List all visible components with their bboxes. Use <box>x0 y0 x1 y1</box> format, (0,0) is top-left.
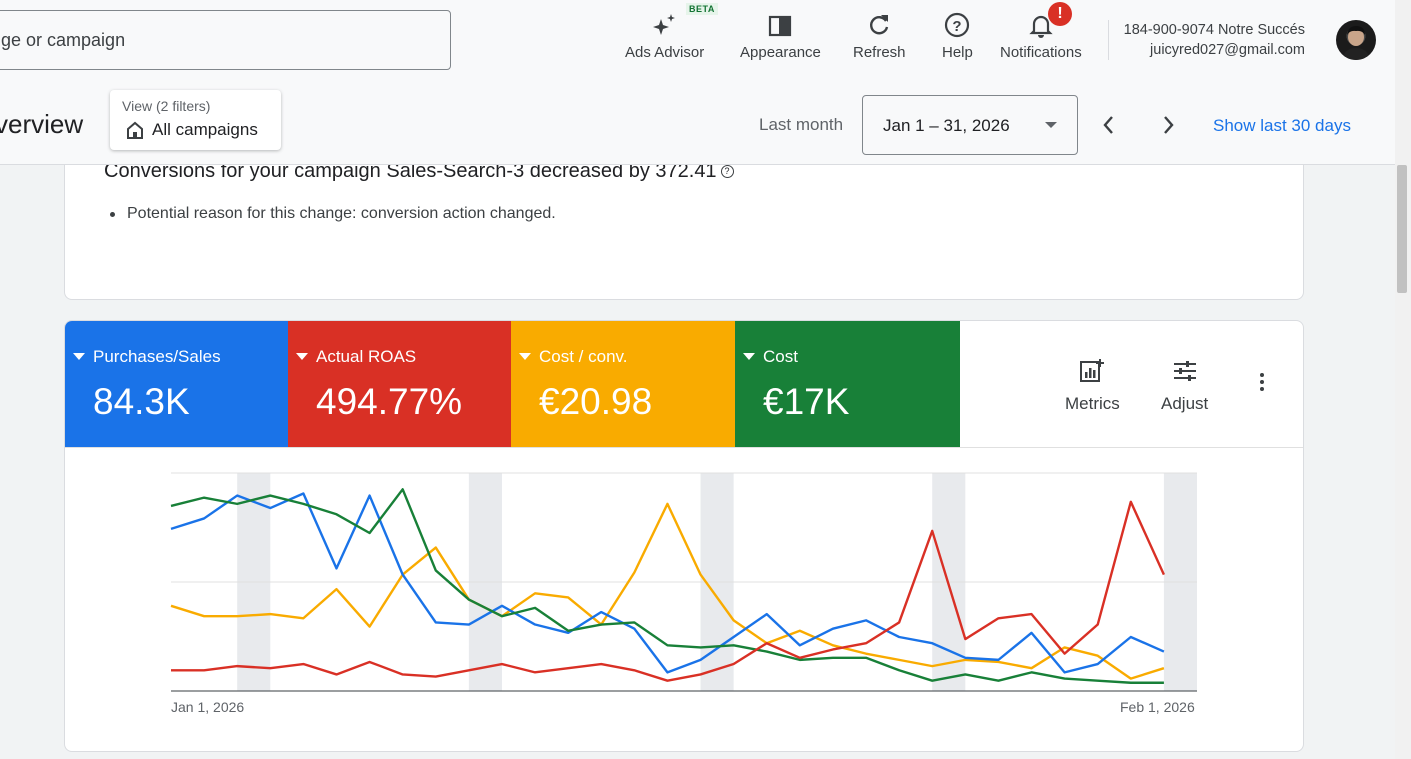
search-input-text: ge or campaign <box>1 30 126 50</box>
scorecard-purchases-sales[interactable]: Purchases/Sales 84.3K <box>65 321 288 447</box>
appearance-label: Appearance <box>740 44 821 61</box>
performance-chart-card: Purchases/Sales 84.3K Actual ROAS 494.77… <box>64 320 1304 752</box>
previous-period-button[interactable] <box>1097 110 1121 140</box>
scorecard-actual-roas[interactable]: Actual ROAS 494.77% <box>288 321 511 447</box>
help-label: Help <box>942 44 973 61</box>
view-filter-button[interactable]: View (2 filters) All campaigns <box>110 90 281 150</box>
bell-icon <box>1000 8 1082 42</box>
account-email: juicyred027@gmail.com <box>1150 42 1305 58</box>
series-line-cost-conv-[interactable] <box>170 502 1165 680</box>
series-line-cost[interactable] <box>170 488 1164 684</box>
metrics-button[interactable]: Metrics <box>1065 357 1120 414</box>
sliders-icon <box>1161 357 1208 390</box>
page-header: verview View (2 filters) All campaigns L… <box>0 80 1395 165</box>
show-last-30-days-link[interactable]: Show last 30 days <box>1213 116 1351 135</box>
dropdown-arrow-icon <box>1045 122 1057 128</box>
avatar[interactable] <box>1336 20 1376 60</box>
adjust-label: Adjust <box>1161 394 1209 413</box>
sparkle-icon <box>625 8 704 42</box>
account-info[interactable]: 184-900-9074 Notre Succés juicyred027@gm… <box>1124 20 1305 60</box>
appearance-button[interactable]: Appearance <box>740 8 821 61</box>
refresh-label: Refresh <box>853 44 906 61</box>
toolbar-divider <box>1108 20 1109 60</box>
metrics-icon <box>1065 357 1120 390</box>
appearance-icon <box>740 8 821 42</box>
scorecard-label: Cost <box>743 347 798 366</box>
account-id: 184-900-9074 Notre Succés <box>1123 22 1305 38</box>
help-button[interactable]: ? Help <box>942 8 973 61</box>
chart-divider <box>65 447 1303 448</box>
scorecard-label: Purchases/Sales <box>73 347 221 366</box>
notifications-button[interactable]: Notifications <box>1000 8 1082 61</box>
scorecard-cost[interactable]: Cost €17K <box>735 321 960 447</box>
series-line-purchases-sales[interactable] <box>170 492 1165 674</box>
scorecard-label: Cost / conv. <box>519 347 628 366</box>
beta-badge: BETA <box>686 3 718 15</box>
ads-advisor-button[interactable]: Ads Advisor <box>625 8 704 61</box>
performance-line-chart <box>170 472 1197 692</box>
insight-title-text: Conversions for your campaign Sales-Sear… <box>104 160 717 182</box>
more-options-icon[interactable] <box>1260 373 1264 394</box>
metrics-label: Metrics <box>1065 394 1120 413</box>
scorecard-value: €20.98 <box>539 381 653 422</box>
date-range-picker[interactable]: Jan 1 – 31, 2026 <box>862 95 1078 155</box>
help-icon: ? <box>942 8 973 42</box>
page-title: verview <box>0 109 84 139</box>
search-input[interactable]: ge or campaign <box>0 10 451 70</box>
notification-alert-badge: ! <box>1048 2 1072 26</box>
period-label: Last month <box>759 115 844 134</box>
x-axis-end-label: Feb 1, 2026 <box>1120 699 1195 715</box>
svg-text:?: ? <box>953 18 962 35</box>
adjust-button[interactable]: Adjust <box>1161 357 1208 414</box>
insight-reason: Potential reason for this change: conver… <box>110 205 556 222</box>
scrollbar-thumb[interactable] <box>1397 165 1407 293</box>
chevron-left-icon <box>1103 116 1113 134</box>
ads-advisor-label: Ads Advisor <box>625 44 705 61</box>
x-axis-start-label: Jan 1, 2026 <box>171 699 245 715</box>
series-line-actual-roas[interactable] <box>171 500 1165 682</box>
notifications-label: Notifications <box>1000 44 1082 61</box>
scorecard-label: Actual ROAS <box>295 347 417 366</box>
view-filter-label: All campaigns <box>152 120 258 139</box>
scorecard-value: 84.3K <box>93 381 190 422</box>
page-scrollbar[interactable] <box>1395 0 1411 759</box>
next-period-button[interactable] <box>1156 110 1180 140</box>
refresh-icon <box>853 8 906 42</box>
date-range-value: Jan 1 – 31, 2026 <box>883 116 1010 135</box>
scorecard-value: €17K <box>763 381 850 422</box>
chevron-right-icon <box>1164 116 1174 134</box>
scorecard-value: 494.77% <box>316 381 463 422</box>
refresh-button[interactable]: Refresh <box>853 8 906 61</box>
home-icon <box>125 120 145 145</box>
view-filter-count: View (2 filters) <box>122 98 211 114</box>
help-icon[interactable]: ? <box>720 165 734 178</box>
scorecard-cost-per-conv[interactable]: Cost / conv. €20.98 <box>511 321 735 447</box>
insight-title: Conversions for your campaign Sales-Sear… <box>104 160 734 183</box>
top-bar: ge or campaign Ads Advisor BETA Appearan… <box>0 0 1395 80</box>
